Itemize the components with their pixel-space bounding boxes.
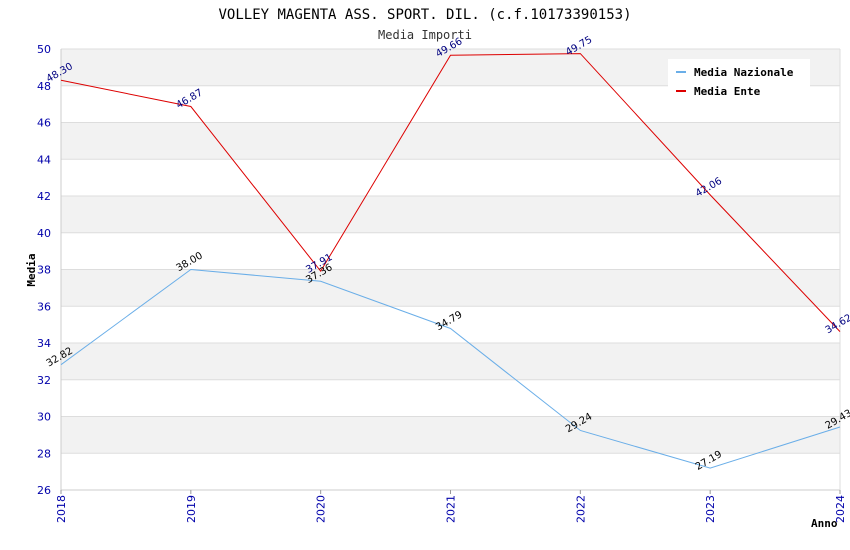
grid-band: [61, 232, 840, 270]
y-tick-label: 26: [37, 484, 51, 497]
chart-subtitle: Media Importi: [378, 28, 472, 42]
x-tick-label: 2021: [445, 495, 458, 523]
y-tick-label: 42: [37, 190, 51, 203]
x-tick-label: 2018: [55, 495, 68, 523]
chart-title: VOLLEY MAGENTA ASS. SPORT. DIL. (c.f.101…: [218, 7, 631, 23]
series-lines: [60, 53, 841, 469]
grid-band: [61, 122, 840, 160]
y-tick-label: 48: [37, 80, 51, 93]
y-tick-label: 28: [37, 447, 51, 460]
grid-band: [61, 306, 840, 343]
x-tick-label: 2022: [574, 495, 587, 523]
grid-band: [61, 196, 840, 233]
y-tick-label: 46: [37, 117, 51, 130]
y-tick-label: 32: [37, 374, 51, 387]
grid-band: [61, 379, 840, 417]
y-tick-label: 38: [37, 264, 51, 277]
y-tick-label: 40: [37, 227, 51, 240]
grid-band: [61, 159, 840, 196]
series-line-media-ente: [60, 53, 841, 332]
x-axis-ticks: 2018 2019 2020 2021 2022 2023 2024: [55, 495, 847, 523]
y-axis-ticks: 26 28 30 32 34 36 38 40 42 44 46 48 50: [37, 43, 51, 497]
y-tick-label: 44: [37, 153, 51, 166]
x-tick-label: 2023: [704, 495, 717, 523]
grid-band: [61, 269, 840, 307]
y-tick-label: 50: [37, 43, 51, 56]
x-axis-label: Anno: [811, 517, 838, 530]
legend-entry: Media Ente: [694, 85, 761, 98]
legend-box: [668, 59, 810, 101]
grid-band: [61, 416, 840, 454]
y-tick-label: 36: [37, 300, 51, 313]
x-tick-label: 2020: [315, 495, 328, 523]
legend-entry: Media Nazionale: [694, 66, 794, 79]
y-axis-label: Media: [25, 253, 38, 286]
y-tick-label: 30: [37, 411, 51, 424]
grid-band: [61, 453, 840, 490]
series-line-media-nazionale: [60, 268, 841, 469]
grid-band: [61, 343, 840, 380]
y-tick-label: 34: [37, 337, 51, 350]
legend: Media Nazionale Media Ente: [668, 59, 810, 101]
x-tick-label: 2024: [834, 495, 847, 523]
grid-bands: [61, 49, 840, 490]
x-tick-label: 2019: [185, 495, 198, 523]
